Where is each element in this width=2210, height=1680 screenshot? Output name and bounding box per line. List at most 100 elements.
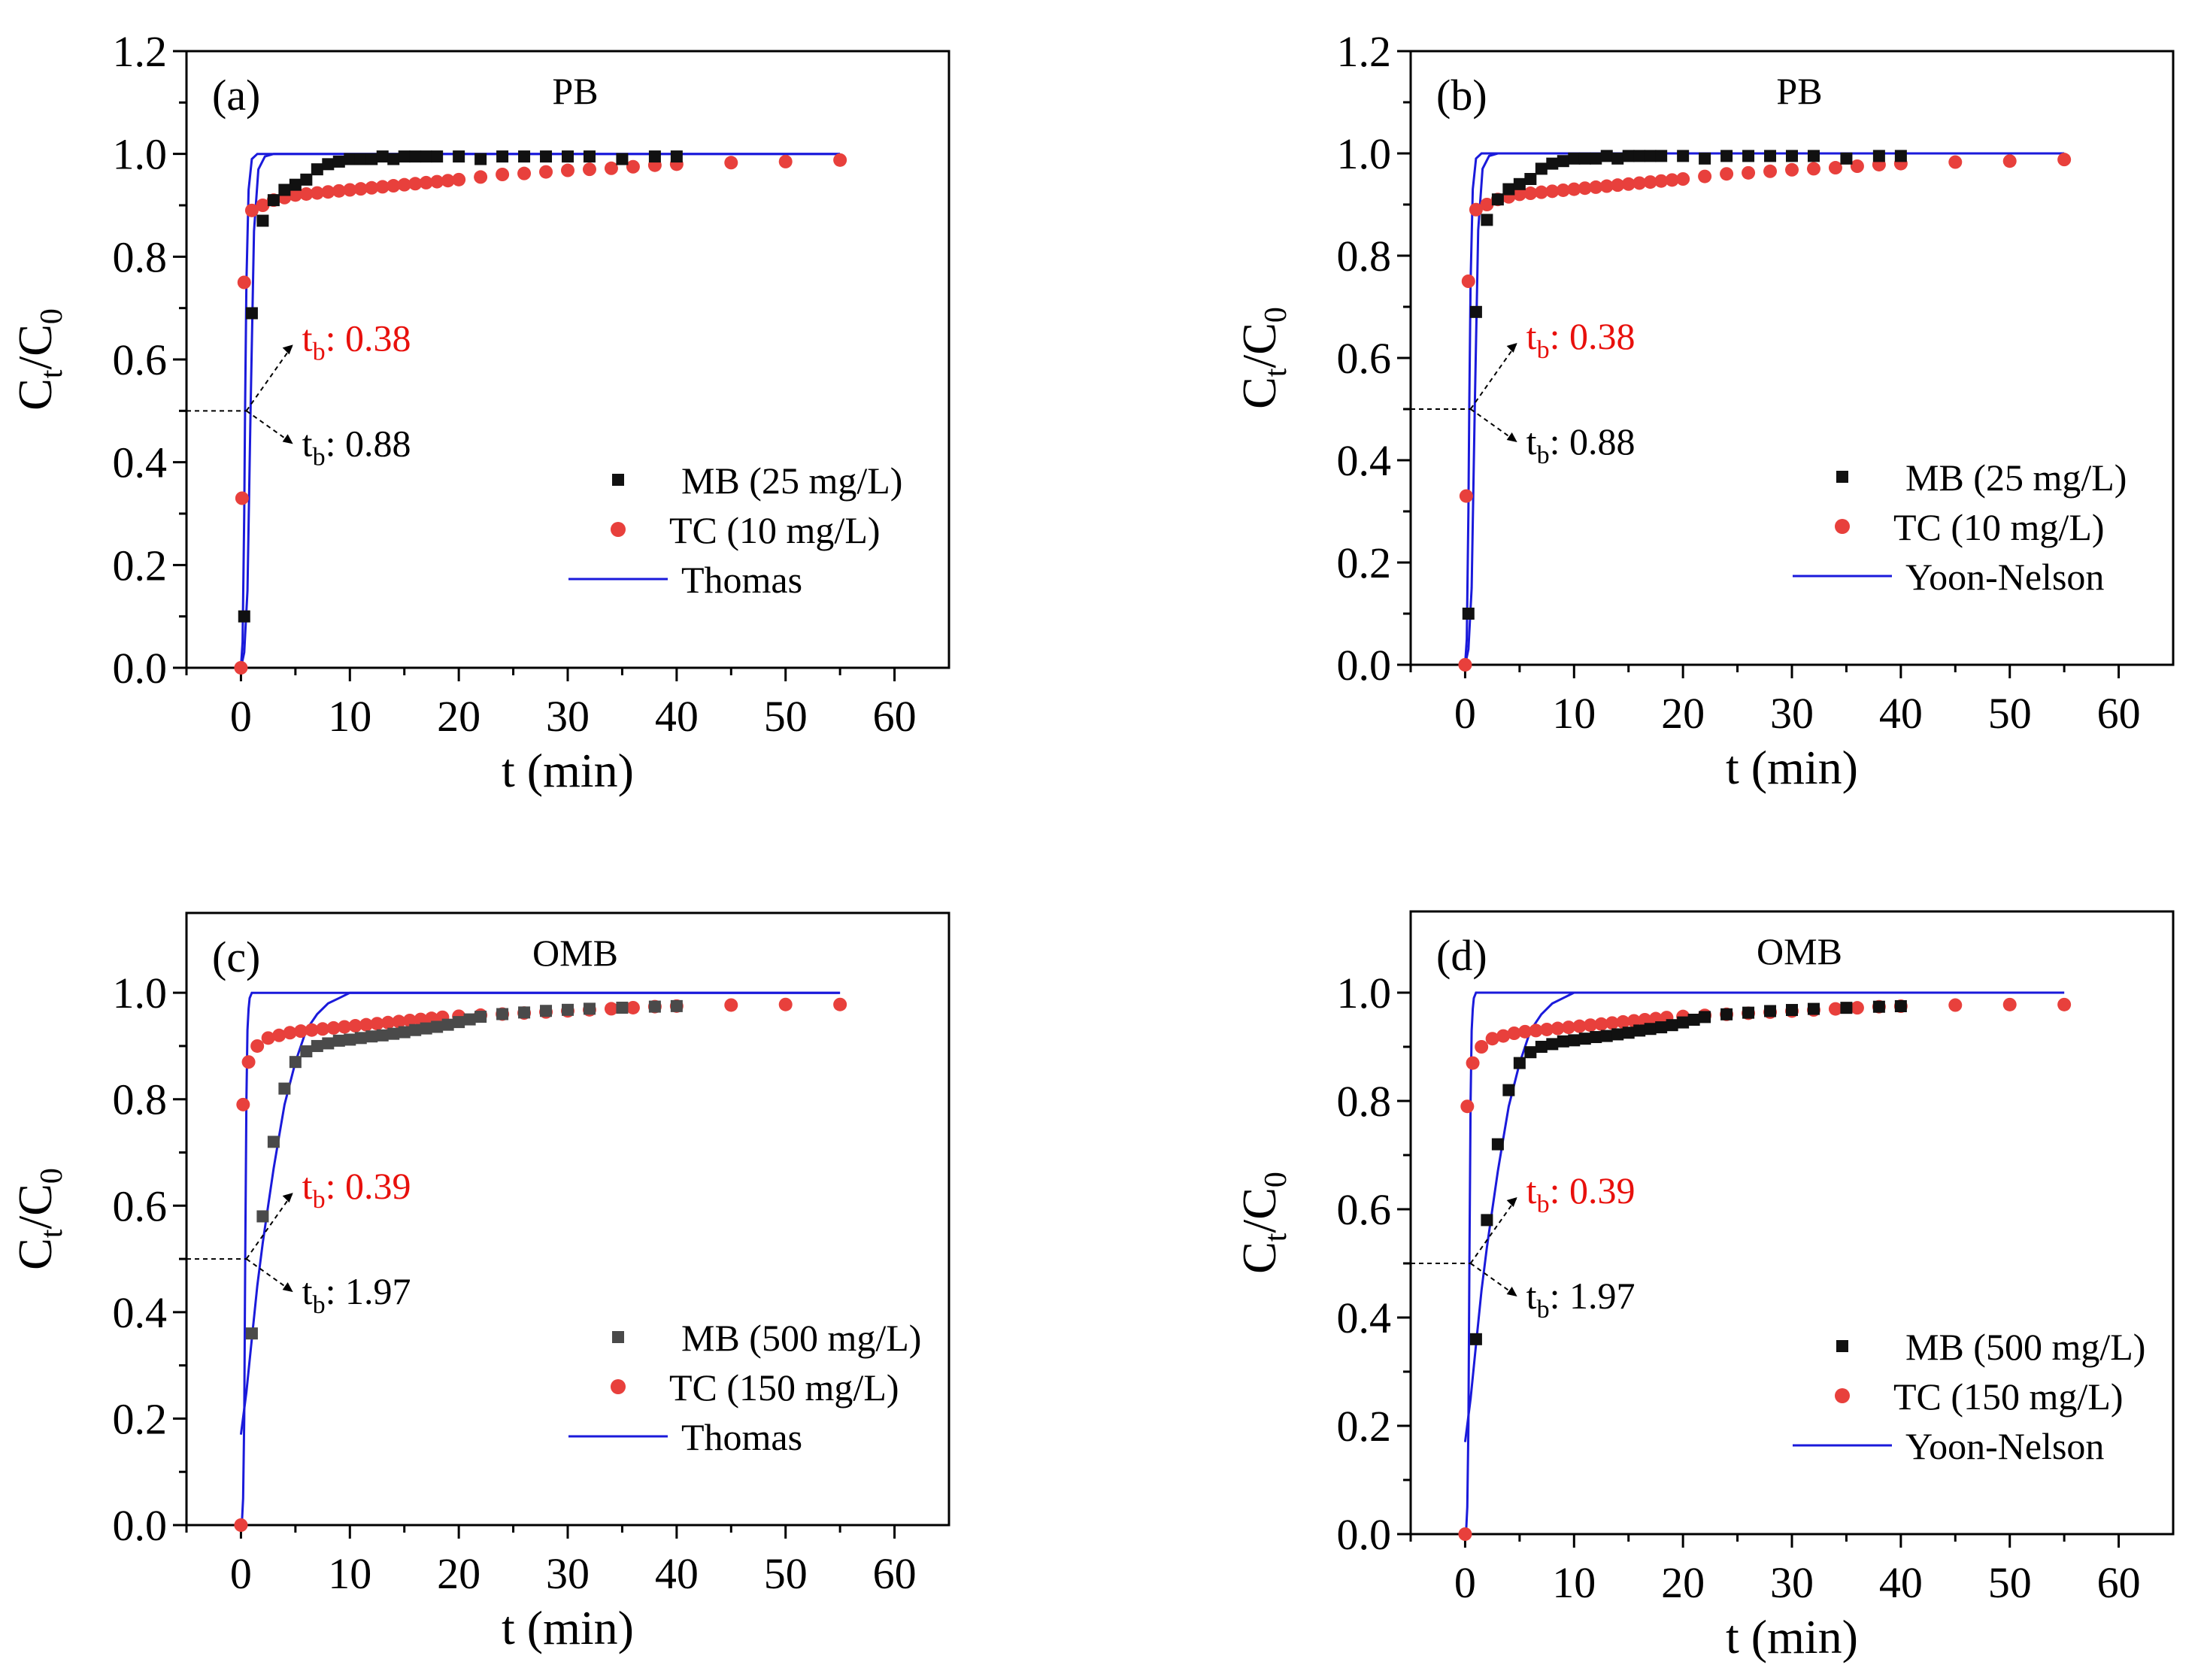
tc-point	[392, 1014, 406, 1029]
panel-label: (c)	[212, 932, 260, 981]
tc-point	[283, 1026, 297, 1040]
mb-point	[1568, 1034, 1581, 1047]
tc-point	[1828, 161, 1842, 175]
mb-point	[238, 610, 250, 623]
mb-point	[289, 1056, 302, 1069]
tb-mb-t: t	[1526, 420, 1537, 462]
tc-point	[1545, 184, 1560, 199]
legend-mb-marker	[1836, 471, 1848, 483]
panel-label: (a)	[212, 71, 260, 120]
legend-mb-marker	[612, 1331, 624, 1343]
mb-point	[1524, 1046, 1537, 1059]
y-label-sub-0: 0	[1259, 307, 1293, 323]
tb-tc-t: t	[1526, 1169, 1537, 1211]
legend-mb-marker	[612, 474, 624, 486]
tb-mb-t: t	[302, 1270, 313, 1312]
tc-point	[387, 179, 401, 193]
tc-point	[1523, 186, 1538, 201]
mb-point	[387, 1027, 400, 1040]
mb-point	[1557, 155, 1569, 168]
panel-c: 0.0 0.2 0.4 0.6 0.8 1.0 0 10 20 30 40 50 60 t (min) Ct…	[8, 911, 950, 1654]
mb-point	[267, 1136, 280, 1148]
x-tick-label: 20	[1661, 689, 1705, 738]
panel-label: (d)	[1436, 931, 1487, 980]
tc-point	[1589, 180, 1603, 194]
y-label-main: C	[1232, 377, 1286, 409]
mb-point	[256, 214, 269, 227]
x-tick-label: 20	[1661, 1558, 1705, 1607]
y-tick-label: 0.0	[1337, 641, 1392, 690]
y-label-mid: /C	[1232, 323, 1286, 368]
tc-point	[1540, 1022, 1554, 1036]
y-tick-label: 0.4	[1337, 1293, 1392, 1342]
x-tick-label: 10	[328, 1549, 371, 1598]
y-tick-label: 0.6	[1337, 1185, 1392, 1234]
y-tick-label: 1.0	[1337, 969, 1392, 1017]
mb-point	[300, 173, 313, 186]
tc-point	[272, 1028, 286, 1042]
tc-point	[397, 177, 411, 192]
tc-point	[419, 175, 433, 190]
mb-point	[1546, 1038, 1559, 1051]
y-label-sub-t: t	[35, 369, 69, 378]
x-axis-label: t (min)	[502, 744, 634, 797]
mb-point	[1481, 214, 1493, 226]
tb-mb-t: t	[302, 422, 313, 464]
legend-tc-label: TC (10 mg/L)	[1893, 506, 2105, 548]
x-tick-label: 0	[1454, 689, 1476, 738]
y-tick-label: 0.0	[113, 1501, 168, 1550]
y-tick-label: 0.8	[1337, 232, 1392, 281]
tb-tc-arrow	[245, 1192, 294, 1260]
mb-point	[311, 1039, 323, 1052]
tc-point	[1720, 167, 1734, 181]
tc-point	[724, 156, 738, 170]
mb-point	[1513, 1057, 1526, 1069]
mb-point	[354, 153, 367, 165]
tc-point	[1551, 1021, 1565, 1036]
mb-point	[409, 150, 422, 163]
tc-point	[2002, 997, 2017, 1011]
tc-point	[1643, 175, 1657, 190]
tb-tc-label: tb: 0.39	[1526, 1169, 1636, 1218]
tc-point	[236, 1097, 250, 1111]
tc-point	[316, 1022, 330, 1036]
tc-point	[1742, 165, 1756, 180]
mb-point	[1666, 1019, 1678, 1032]
x-tick-label: 30	[546, 692, 590, 741]
tc-point	[299, 186, 314, 201]
mb-point	[518, 1006, 531, 1019]
tc-point	[1518, 1024, 1532, 1039]
mb-point	[398, 1026, 411, 1039]
tb-tc-sub: b	[313, 1186, 326, 1214]
y-tick-label: 1.0	[113, 969, 168, 1017]
mb-point	[1764, 1005, 1777, 1017]
panel-title: OMB	[1757, 930, 1842, 972]
legend-mb-label: MB (500 mg/L)	[1905, 1326, 2145, 1368]
tb-mb-value: : 1.97	[1550, 1275, 1636, 1317]
mb-point	[474, 153, 487, 165]
tb-mb-arrow	[246, 1258, 294, 1293]
y-tick-label: 0.2	[1337, 538, 1392, 587]
tc-point	[626, 1000, 640, 1014]
tc-point	[1850, 159, 1864, 173]
tc-point	[539, 165, 553, 179]
y-label-sub-t: t	[1259, 368, 1293, 377]
tb-mb-arrowhead	[282, 434, 293, 444]
mb-point	[562, 150, 574, 163]
mb-point	[1699, 152, 1711, 165]
mb-point	[300, 1045, 313, 1058]
x-tick-label: 50	[764, 1549, 808, 1598]
mb-point	[1720, 1008, 1733, 1020]
tc-point	[288, 188, 302, 202]
mb-point	[344, 1033, 356, 1046]
mb-point	[1469, 305, 1482, 318]
mb-point	[1655, 150, 1668, 162]
x-axis-label: t (min)	[502, 1601, 634, 1654]
tc-point	[1507, 1026, 1521, 1040]
fit-curve-mb	[1463, 991, 2065, 1442]
tc-point	[1828, 1002, 1842, 1016]
y-tick-label: 0.4	[113, 438, 168, 487]
panel-b: 0.0 0.2 0.4 0.6 0.8 1.0 1.2 0 10 20 30 40 50 60 t (min…	[1232, 27, 2175, 794]
y-axis-label: Ct/C0	[1232, 1172, 1293, 1274]
tc-point	[517, 166, 532, 180]
